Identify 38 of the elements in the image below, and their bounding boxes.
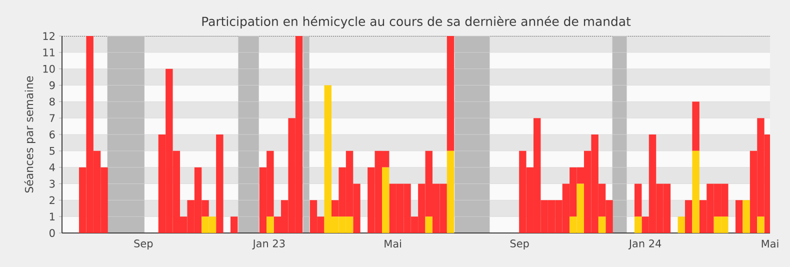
x-tick-label: Sep [510,240,529,250]
chart-title: Participation en hémicycle au cours de sa dernière année de mandat [202,16,631,28]
x-tick-label: Jan 23 [252,240,285,250]
y-tick-label: 6 [50,130,55,138]
bar [266,216,274,233]
bar [598,216,606,233]
y-tick-label: 12 [43,32,54,40]
y-axis-title: Séances par semaine [24,76,36,193]
bar [634,184,642,217]
y-tick-label: 11 [43,48,55,56]
y-tick-label: 7 [50,114,55,122]
bar [692,102,700,151]
bar [692,150,700,233]
y-tick-label: 5 [50,147,55,155]
x-tick-label: Mai [762,240,778,248]
y-tick-label: 2 [50,196,54,204]
y-tick-label: 3 [50,180,55,188]
y-tick-label: 9 [49,81,55,90]
bar [742,200,750,233]
bar [757,216,764,233]
x-tick-label: Sep [134,240,153,250]
y-tick-label: 10 [43,64,55,73]
y-tick-label: 1 [50,212,55,220]
bar [230,216,238,233]
bar [446,150,454,233]
bar [684,200,692,233]
bar [446,36,454,151]
bar [735,200,743,233]
bar [382,167,390,233]
bar [678,216,685,233]
y-tick-label: 0 [50,229,55,237]
x-tick-label: Jan 24 [628,240,662,250]
bar [216,134,224,233]
x-tick-label: Mai [384,240,402,248]
bar [425,216,432,233]
y-tick-label: 8 [50,98,55,106]
y-tick-label: 4 [49,164,55,172]
bar [634,216,642,233]
